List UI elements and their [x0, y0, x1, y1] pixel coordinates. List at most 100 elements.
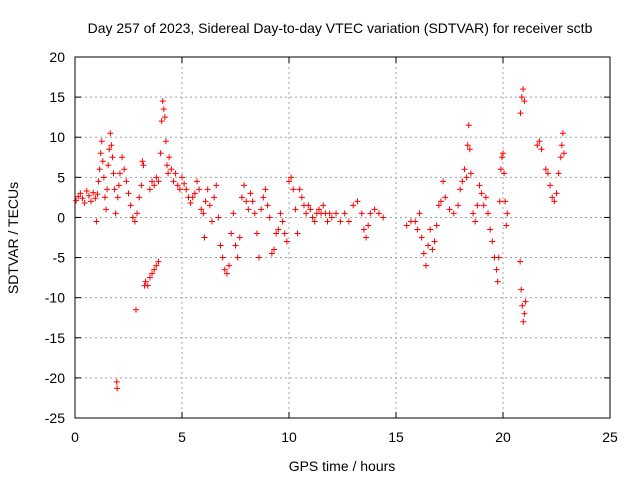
data-point: [160, 106, 167, 113]
data-point: [161, 114, 168, 121]
data-point: [551, 198, 558, 205]
data-point: [153, 262, 160, 269]
data-point: [155, 258, 162, 265]
data-point: [350, 202, 357, 209]
data-point: [324, 218, 331, 225]
data-point: [275, 226, 282, 233]
data-point: [286, 178, 292, 185]
data-point: [307, 206, 314, 213]
data-point: [425, 242, 432, 249]
data-point: [111, 186, 118, 193]
data-point: [547, 182, 554, 189]
data-point: [165, 170, 172, 177]
x-tick-label: 15: [388, 429, 404, 445]
data-point: [241, 182, 248, 189]
data-point: [93, 218, 100, 225]
data-point: [542, 166, 549, 173]
y-tick-label: 20: [49, 49, 65, 65]
data-point: [522, 298, 529, 305]
data-point: [446, 206, 453, 213]
data-point: [146, 274, 153, 281]
data-point: [380, 214, 387, 221]
data-point: [258, 206, 265, 213]
data-point: [223, 270, 230, 277]
data-point: [414, 226, 421, 233]
data-point: [158, 118, 165, 125]
data-point: [112, 210, 119, 217]
data-point: [206, 202, 213, 209]
chart-title: Day 257 of 2023, Sidereal Day-to-day VTE…: [88, 20, 593, 36]
data-point: [179, 174, 185, 181]
data-point: [140, 162, 147, 169]
x-axis-label: GPS time / hours: [289, 458, 396, 474]
data-point: [113, 378, 120, 385]
data-point: [337, 218, 344, 225]
data-point: [487, 226, 494, 233]
data-point: [73, 197, 80, 204]
data-point: [489, 238, 496, 245]
data-point: [333, 210, 340, 217]
data-point: [559, 130, 566, 137]
data-point: [115, 182, 122, 189]
y-tick-label: 0: [57, 209, 65, 225]
data-point: [172, 170, 179, 177]
data-point: [466, 146, 473, 153]
data-point: [266, 214, 273, 221]
data-point: [234, 254, 241, 261]
data-point: [151, 266, 158, 273]
data-point: [294, 230, 301, 237]
data-point: [191, 190, 198, 197]
data-point: [518, 94, 525, 101]
data-point: [459, 178, 466, 185]
data-point: [502, 198, 509, 205]
data-point: [365, 222, 372, 229]
data-point: [98, 138, 105, 145]
data-point: [283, 238, 290, 245]
data-point: [311, 218, 318, 225]
data-point: [375, 210, 382, 217]
data-point: [187, 200, 194, 207]
data-point: [412, 218, 419, 225]
data-point: [555, 170, 562, 177]
data-point: [202, 198, 209, 205]
data-point: [83, 187, 90, 194]
data-point: [518, 286, 525, 293]
data-point: [104, 186, 111, 193]
data-point: [427, 226, 434, 233]
data-point: [363, 234, 370, 241]
y-tick-label: 5: [57, 169, 65, 185]
data-point: [101, 194, 108, 201]
data-point: [125, 190, 132, 197]
data-point: [534, 142, 541, 149]
data-point: [226, 262, 233, 269]
data-point: [495, 254, 502, 261]
data-point: [450, 210, 457, 217]
data-point: [110, 170, 117, 177]
data-point: [217, 242, 224, 249]
data-point: [478, 190, 485, 197]
x-tick-label: 20: [495, 429, 511, 445]
data-point: [358, 210, 365, 217]
data-point: [354, 198, 361, 205]
data-point: [494, 278, 501, 285]
data-point: [431, 238, 438, 245]
data-point: [85, 192, 92, 199]
data-point: [256, 254, 263, 261]
data-point: [107, 130, 114, 137]
data-point: [504, 210, 511, 217]
data-point: [268, 250, 275, 257]
data-point: [181, 180, 188, 187]
data-point: [116, 170, 123, 177]
data-point: [320, 202, 327, 209]
data-point: [201, 234, 208, 241]
y-axis-label: SDTVAR / TECUs: [5, 182, 21, 294]
data-point: [558, 142, 565, 149]
data-point: [262, 186, 269, 193]
data-point: [472, 218, 479, 225]
data-point: [290, 186, 297, 193]
data-point: [230, 210, 237, 217]
data-point: [159, 98, 166, 105]
y-tick-label: 10: [49, 129, 65, 145]
data-point: [94, 191, 101, 198]
data-point: [247, 190, 254, 197]
